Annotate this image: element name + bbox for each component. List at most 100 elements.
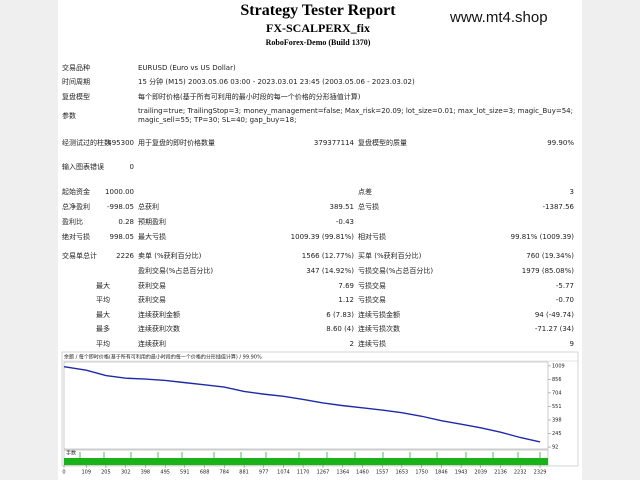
y-tick-label: 398 [552, 417, 562, 423]
info-text: trailing=true; TrailingStop=3; money_man… [138, 107, 573, 124]
x-tick-label: 1460 [356, 470, 369, 476]
stat-value: -71.27 (34) [534, 324, 574, 333]
x-tick-label: 495 [160, 470, 170, 476]
x-tick-label: 1074 [277, 470, 290, 476]
stat-value: 1979 (85.08%) [521, 266, 574, 275]
stat-value: 2226 [116, 251, 134, 260]
x-tick-label: 1267 [317, 470, 330, 476]
x-tick-label: 1750 [415, 470, 428, 476]
stat-label: 起始资金 [62, 187, 90, 196]
x-tick-label: 2329 [534, 470, 547, 476]
stat-value: 495300 [107, 138, 134, 147]
server-name: RoboForex-Demo (Build 1370) [265, 38, 371, 47]
y-tick-label: 92 [552, 445, 558, 451]
stat-label: 连续获利金额 [138, 310, 180, 319]
stat-value: -0.43 [335, 217, 354, 226]
y-tick-label: 551 [552, 404, 562, 410]
info-text: 每个即时价格(基于所有可利用的最小时段的每一个价格的分形插值计算) [138, 92, 361, 101]
watermark: www.mt4.shop [450, 9, 548, 26]
info-label: 复盘模型 [62, 92, 90, 101]
stat-value: 94 (-49.74) [534, 310, 574, 319]
stat-label: 预期盈利 [138, 217, 166, 226]
stat-label: 获利交易 [138, 281, 166, 290]
stat-value: 3 [569, 187, 574, 196]
y-tick-label: 1009 [552, 363, 565, 369]
x-tick-label: 0 [62, 470, 65, 476]
stat-label: 相对亏损 [358, 232, 386, 241]
info-text: EURUSD (Euro vs US Dollar) [138, 63, 236, 72]
info-label: 时间周期 [62, 77, 90, 86]
stat-label: 获利交易 [138, 295, 166, 304]
x-tick-label: 784 [219, 470, 229, 476]
x-tick-label: 398 [141, 470, 151, 476]
stat-label: 复盘模型的质量 [358, 138, 407, 147]
row-prefix: 平均 [96, 295, 110, 304]
stat-value: 9 [569, 339, 574, 348]
chart-title: 余额 / 每个即时价格(基于所有可利用的最小时段的每一个价格的分形插值计算) /… [64, 354, 262, 361]
stat-value: -0.70 [555, 295, 574, 304]
plot-area [63, 361, 549, 450]
row-prefix: 最大 [96, 310, 110, 319]
stat-label: 总获利 [138, 202, 159, 211]
stat-label: 连续亏损次数 [358, 324, 400, 333]
stat-label: 总净盈利 [62, 202, 90, 211]
stat-value: 1000.00 [105, 187, 134, 196]
x-tick-label: 977 [259, 470, 269, 476]
row-prefix: 最大 [96, 281, 110, 290]
x-tick-label: 2232 [514, 470, 527, 476]
x-tick-label: 109 [82, 470, 92, 476]
x-tick-label: 1557 [376, 470, 389, 476]
stat-value: -998.05 [106, 202, 134, 211]
volume-ticks [79, 452, 541, 458]
stat-label: 盈利比 [62, 217, 83, 226]
balance-line [63, 365, 541, 443]
stat-value: 8.60 (4) [326, 324, 354, 333]
report-title: Strategy Tester Report [240, 2, 396, 19]
stat-value: 998.05 [109, 232, 135, 241]
x-tick-label: 881 [239, 470, 249, 476]
stat-value: 7.69 [338, 281, 354, 290]
stat-value: 99.90% [547, 138, 574, 147]
stat-value: 347 (14.92%) [306, 266, 354, 275]
stat-value: 379377114 [313, 138, 354, 147]
volume-label: 手数 [66, 450, 76, 457]
x-tick-label: 1943 [455, 470, 468, 476]
stat-value: -1387.56 [542, 202, 574, 211]
volume-strip [64, 458, 548, 465]
stat-value: 0.28 [118, 217, 134, 226]
stat-value: 1.12 [338, 295, 354, 304]
stat-label: 绝对亏损 [62, 232, 90, 241]
stat-label: 连续亏损金额 [358, 310, 400, 319]
x-tick-label: 205 [101, 470, 111, 476]
stat-label: 卖单 (%获利百分比) [138, 251, 202, 260]
stat-label: 亏损交易 [358, 295, 386, 304]
row-prefix: 最多 [96, 324, 110, 333]
x-tick-label: 1170 [297, 470, 310, 476]
stat-value: 1566 (12.77%) [301, 251, 354, 260]
stat-label: 用于复盘的即时价格数量 [138, 138, 215, 147]
stat-value: 2 [349, 339, 354, 348]
stat-label: 亏损交易 [358, 281, 386, 290]
stat-value: 389.51 [329, 202, 355, 211]
stat-label: 盈利交易(%占总百分比) [138, 266, 214, 275]
stat-label: 买单 (%获利百分比) [358, 251, 422, 260]
x-tick-label: 688 [200, 470, 210, 476]
stat-value: 1009.39 (99.81%) [290, 232, 354, 241]
x-tick-label: 1364 [336, 470, 349, 476]
y-tick-label: 245 [552, 431, 562, 437]
stat-label: 输入图表错误 [62, 162, 104, 171]
row-prefix: 平均 [96, 339, 110, 348]
stat-label: 连续获利 [138, 339, 166, 348]
stat-label: 亏损交易(%占总百分比) [358, 266, 434, 275]
stat-label: 最大亏损 [138, 232, 166, 241]
y-tick-label: 856 [552, 377, 562, 383]
stat-label: 连续获利次数 [138, 324, 180, 333]
stat-label: 点差 [358, 187, 372, 196]
report-subtitle: FX-SCALPERX_fix [266, 21, 370, 35]
y-tick-label: 704 [552, 390, 562, 396]
stat-value: 6 (7.83) [326, 310, 354, 319]
x-tick-label: 1653 [395, 470, 408, 476]
stat-value: -5.77 [555, 281, 574, 290]
